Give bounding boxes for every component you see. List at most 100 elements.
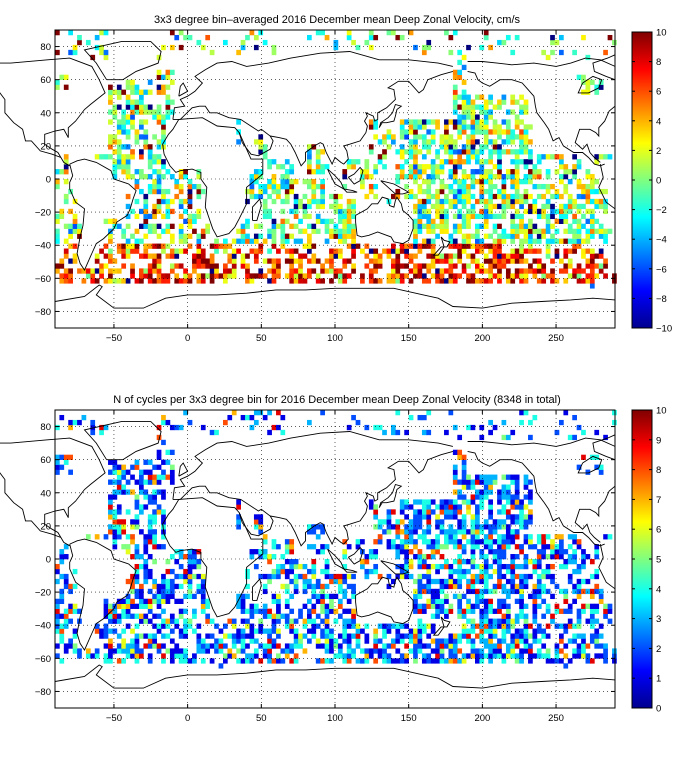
- bin-cell: [448, 134, 454, 140]
- bin-cell: [448, 183, 454, 190]
- bin-cell: [174, 424, 180, 431]
- bin-cell: [519, 608, 524, 614]
- bin-cell: [143, 198, 149, 205]
- bin-cell: [134, 633, 140, 639]
- bin-cell: [435, 593, 440, 600]
- bin-cell: [245, 253, 250, 259]
- bin-cell: [386, 658, 392, 664]
- bin-cell: [373, 563, 379, 570]
- bin-cell: [196, 188, 202, 195]
- bin-cell: [528, 179, 533, 185]
- bin-cell: [271, 623, 277, 629]
- bin-cell: [461, 658, 467, 664]
- bin-cell: [554, 253, 560, 259]
- bin-cell: [307, 159, 312, 165]
- bin-cell: [430, 578, 436, 585]
- bin-cell: [594, 464, 600, 470]
- bin-cell: [488, 643, 493, 649]
- bin-cell: [289, 563, 295, 570]
- bin-cell: [147, 154, 153, 160]
- bin-cell: [452, 149, 458, 155]
- bin-cell: [470, 588, 476, 595]
- bin-cell: [391, 623, 396, 629]
- bin-cell: [514, 494, 520, 500]
- bin-cell: [262, 213, 268, 220]
- bin-cell: [161, 243, 166, 249]
- bin-cell: [240, 628, 246, 634]
- bin-cell: [112, 648, 118, 654]
- bin-cell: [178, 648, 184, 654]
- bin-cell: [492, 559, 498, 565]
- bin-cell: [307, 524, 312, 530]
- bin-cell: [483, 134, 489, 140]
- bin-cell: [426, 429, 432, 436]
- bin-cell: [395, 263, 401, 269]
- bin-cell: [483, 203, 489, 210]
- bin-cell: [298, 563, 303, 570]
- bin-cell: [99, 263, 104, 269]
- bin-cell: [147, 213, 153, 220]
- bin-cell: [280, 658, 286, 664]
- bin-cell: [196, 238, 202, 244]
- bin-cell: [404, 539, 409, 545]
- bin-cell: [607, 534, 613, 540]
- bin-cell: [523, 248, 529, 254]
- bin-cell: [152, 613, 157, 619]
- bin-cell: [143, 534, 149, 540]
- bin-cell: [337, 193, 343, 200]
- bin-cell: [116, 84, 122, 90]
- bin-cell: [479, 529, 485, 535]
- bin-cell: [125, 134, 131, 140]
- bin-cell: [271, 643, 277, 649]
- bin-cell: [501, 583, 507, 590]
- bin-cell: [532, 258, 538, 264]
- bin-cell: [612, 419, 617, 426]
- bin-cell: [532, 583, 538, 590]
- bin-cell: [293, 643, 299, 649]
- bin-cell: [466, 578, 471, 585]
- bin-cell: [519, 228, 524, 234]
- bin-cell: [421, 139, 427, 145]
- bin-cell: [497, 203, 502, 210]
- bin-cell: [200, 44, 206, 51]
- bin-cell: [497, 149, 502, 155]
- bin-cell: [581, 638, 586, 644]
- bin-cell: [448, 658, 454, 664]
- bin-cell: [510, 278, 516, 284]
- bin-cell: [457, 154, 463, 160]
- bin-cell: [147, 174, 153, 180]
- bin-cell: [576, 424, 582, 431]
- bin-cell: [271, 273, 277, 279]
- bin-cell: [240, 608, 246, 614]
- bin-cell: [236, 238, 241, 244]
- bin-cell: [395, 253, 401, 259]
- bin-cell: [346, 273, 352, 279]
- bin-cell: [85, 273, 91, 279]
- bin-cell: [435, 539, 440, 545]
- bin-cell: [448, 643, 454, 649]
- bin-cell: [262, 539, 268, 545]
- bin-cell: [121, 119, 127, 125]
- bin-cell: [492, 424, 498, 431]
- bin-cell: [421, 223, 427, 229]
- bin-cell: [470, 149, 476, 155]
- bin-cell: [337, 253, 343, 259]
- bin-cell: [240, 258, 246, 264]
- bin-cell: [483, 618, 489, 624]
- coastline: [380, 560, 410, 575]
- bin-cell: [505, 563, 511, 570]
- bin-cell: [572, 588, 577, 595]
- bin-cell: [505, 109, 511, 115]
- bin-cell: [200, 603, 206, 609]
- bin-cell: [430, 638, 436, 644]
- bin-cell: [413, 253, 418, 259]
- coastline: [378, 103, 403, 128]
- bin-cell: [258, 608, 264, 614]
- bin-cell: [444, 144, 449, 150]
- bin-cell: [492, 183, 498, 190]
- bin-cell: [532, 628, 538, 634]
- bin-cell: [417, 119, 423, 125]
- bin-cell: [262, 258, 268, 264]
- bin-cell: [408, 559, 414, 565]
- bin-cell: [108, 84, 113, 90]
